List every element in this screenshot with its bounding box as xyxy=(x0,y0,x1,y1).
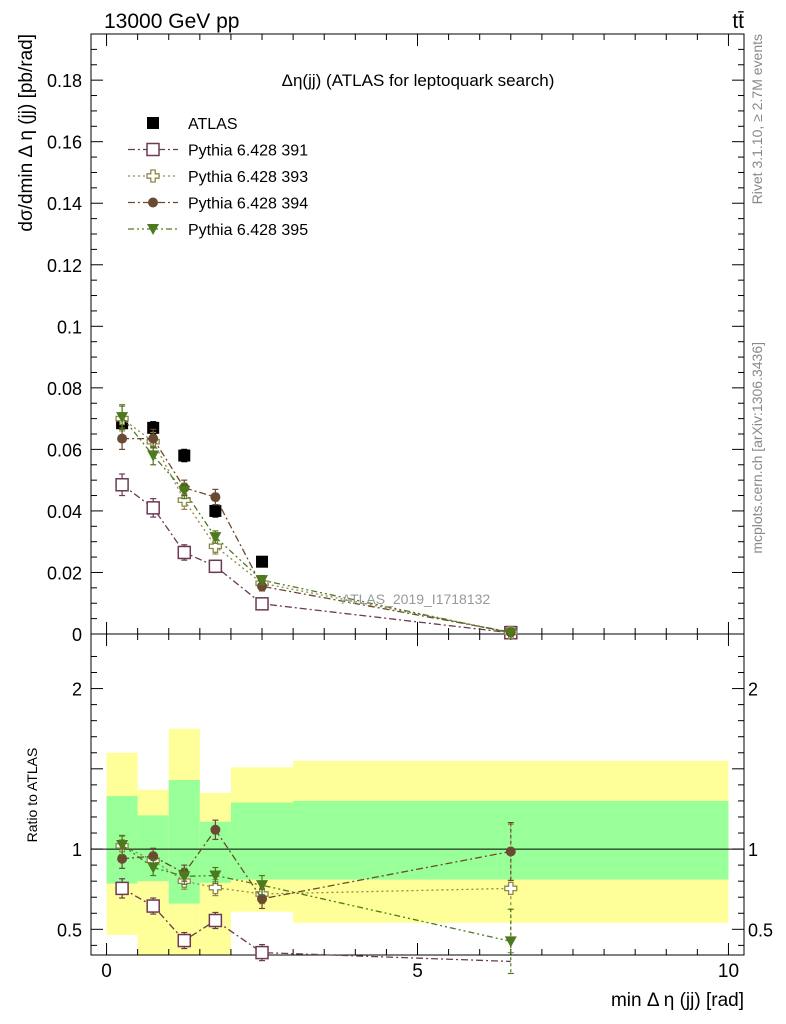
data-point xyxy=(117,433,128,444)
ratio-y-tick-label: 2 xyxy=(72,680,82,700)
y-tick-label: 0.04 xyxy=(47,502,82,522)
data-point xyxy=(257,893,268,904)
series-line xyxy=(121,416,511,634)
legend-marker xyxy=(148,197,158,208)
y-tick-label: 0 xyxy=(72,625,82,645)
rivet-label: Rivet 3.1.10, ≥ 2.7M events xyxy=(749,34,765,204)
data-point xyxy=(146,899,160,913)
series-pythia-6-428-395-ratio xyxy=(116,834,517,975)
data-point xyxy=(504,881,518,896)
data-series xyxy=(115,404,518,975)
ratio-uncertainty-bands xyxy=(106,728,729,955)
data-point xyxy=(255,597,269,611)
x-tick-label: 0 xyxy=(101,961,112,982)
data-point xyxy=(208,559,223,574)
chart-title: Δη(jj) (ATLAS for leptoquark search) xyxy=(282,71,555,90)
y-tick-label: 0.12 xyxy=(47,256,82,276)
data-point xyxy=(257,581,268,592)
data-point xyxy=(115,478,129,492)
data-point xyxy=(115,881,129,896)
main-y-axis-label: dσ/dmin Δ η (jj) [pb/rad] xyxy=(16,34,37,232)
data-point xyxy=(117,853,128,864)
data-point xyxy=(148,851,159,862)
data-point xyxy=(177,545,192,560)
ratio-y-tick-label: 0.5 xyxy=(748,920,773,940)
legend-label: ATLAS xyxy=(188,116,238,133)
series-line xyxy=(121,887,511,963)
series-line xyxy=(122,828,511,900)
data-point xyxy=(504,936,517,948)
legend-marker xyxy=(147,117,159,129)
legend-label: Pythia 6.428 391 xyxy=(188,143,308,160)
data-point xyxy=(178,449,191,462)
data-point xyxy=(147,862,160,874)
series-pythia-6-428-395 xyxy=(116,404,517,640)
legend-marker xyxy=(147,224,159,235)
data-point xyxy=(116,412,129,424)
data-point xyxy=(256,575,269,587)
data-point xyxy=(505,846,516,857)
x-axis-label: min Δ η (jj) [rad] xyxy=(611,990,744,1011)
data-point xyxy=(178,485,191,497)
analysis-watermark: ATLAS_2019_I1718132 xyxy=(342,591,491,607)
ratio-y-tick-label: 1 xyxy=(72,840,82,860)
legend-entry: Pythia 6.428 395 xyxy=(128,222,308,239)
data-point xyxy=(146,501,160,515)
process-label: tt̄ xyxy=(732,10,744,33)
series-line xyxy=(121,844,511,942)
data-point xyxy=(147,421,160,434)
data-point xyxy=(208,539,223,553)
axis-ticks: 0 5 10 0 0.02 0.04 0.06 0.08 0.1 0.12 0.14 0.16 0.18… xyxy=(47,34,773,982)
legend-marker xyxy=(146,142,160,157)
series-pythia-6-428-391-ratio xyxy=(115,878,511,963)
legend-entry: Pythia 6.428 391 xyxy=(128,143,308,160)
x-tick-label: 10 xyxy=(718,961,739,982)
data-point xyxy=(147,450,160,462)
data-point xyxy=(256,555,269,568)
legend: ATLAS Pythia 6.428 391 Pythia 6.428 393 Pyt… xyxy=(128,116,308,239)
data-point xyxy=(116,840,129,852)
y-tick-label: 0.1 xyxy=(57,317,82,337)
data-point xyxy=(504,628,517,640)
ratio-band-inner xyxy=(230,802,294,880)
data-point xyxy=(209,870,222,882)
data-point xyxy=(209,532,222,544)
ratio-y-tick-label: 2 xyxy=(748,680,758,700)
y-tick-label: 0.14 xyxy=(47,194,82,214)
series-pythia-6-428-391 xyxy=(115,473,518,640)
y-tick-label: 0.02 xyxy=(47,563,82,583)
legend-label: Pythia 6.428 394 xyxy=(188,196,308,213)
y-tick-label: 0.08 xyxy=(47,379,82,399)
data-point xyxy=(210,824,221,835)
data-point xyxy=(210,492,221,503)
ratio-y-tick-label: 1 xyxy=(748,840,758,860)
legend-entry: ATLAS xyxy=(147,116,238,133)
data-point xyxy=(208,880,223,895)
legend-marker xyxy=(146,169,160,183)
y-tick-label: 0.06 xyxy=(47,440,82,460)
y-tick-label: 0.18 xyxy=(47,71,82,91)
legend-label: Pythia 6.428 393 xyxy=(188,169,308,186)
legend-entry: Pythia 6.428 394 xyxy=(128,196,308,213)
data-point xyxy=(209,504,222,517)
data-point xyxy=(177,493,191,507)
data-point xyxy=(256,880,269,892)
data-point xyxy=(177,933,192,948)
legend-entry: Pythia 6.428 393 xyxy=(128,169,308,186)
data-point xyxy=(208,913,223,928)
x-tick-label: 5 xyxy=(412,961,423,982)
legend-label: Pythia 6.428 395 xyxy=(188,222,308,239)
energy-label: 13000 GeV pp xyxy=(104,10,239,33)
series-line xyxy=(122,437,511,633)
ratio-y-axis-label: Ratio to ATLAS xyxy=(24,748,40,843)
y-tick-label: 0.16 xyxy=(47,133,82,153)
data-point xyxy=(148,433,159,444)
source-label: mcplots.cern.ch [arXiv:1306.3436] xyxy=(749,342,765,554)
data-point xyxy=(255,945,269,960)
data-point xyxy=(178,871,191,883)
ratio-y-tick-label: 0.5 xyxy=(57,920,82,940)
